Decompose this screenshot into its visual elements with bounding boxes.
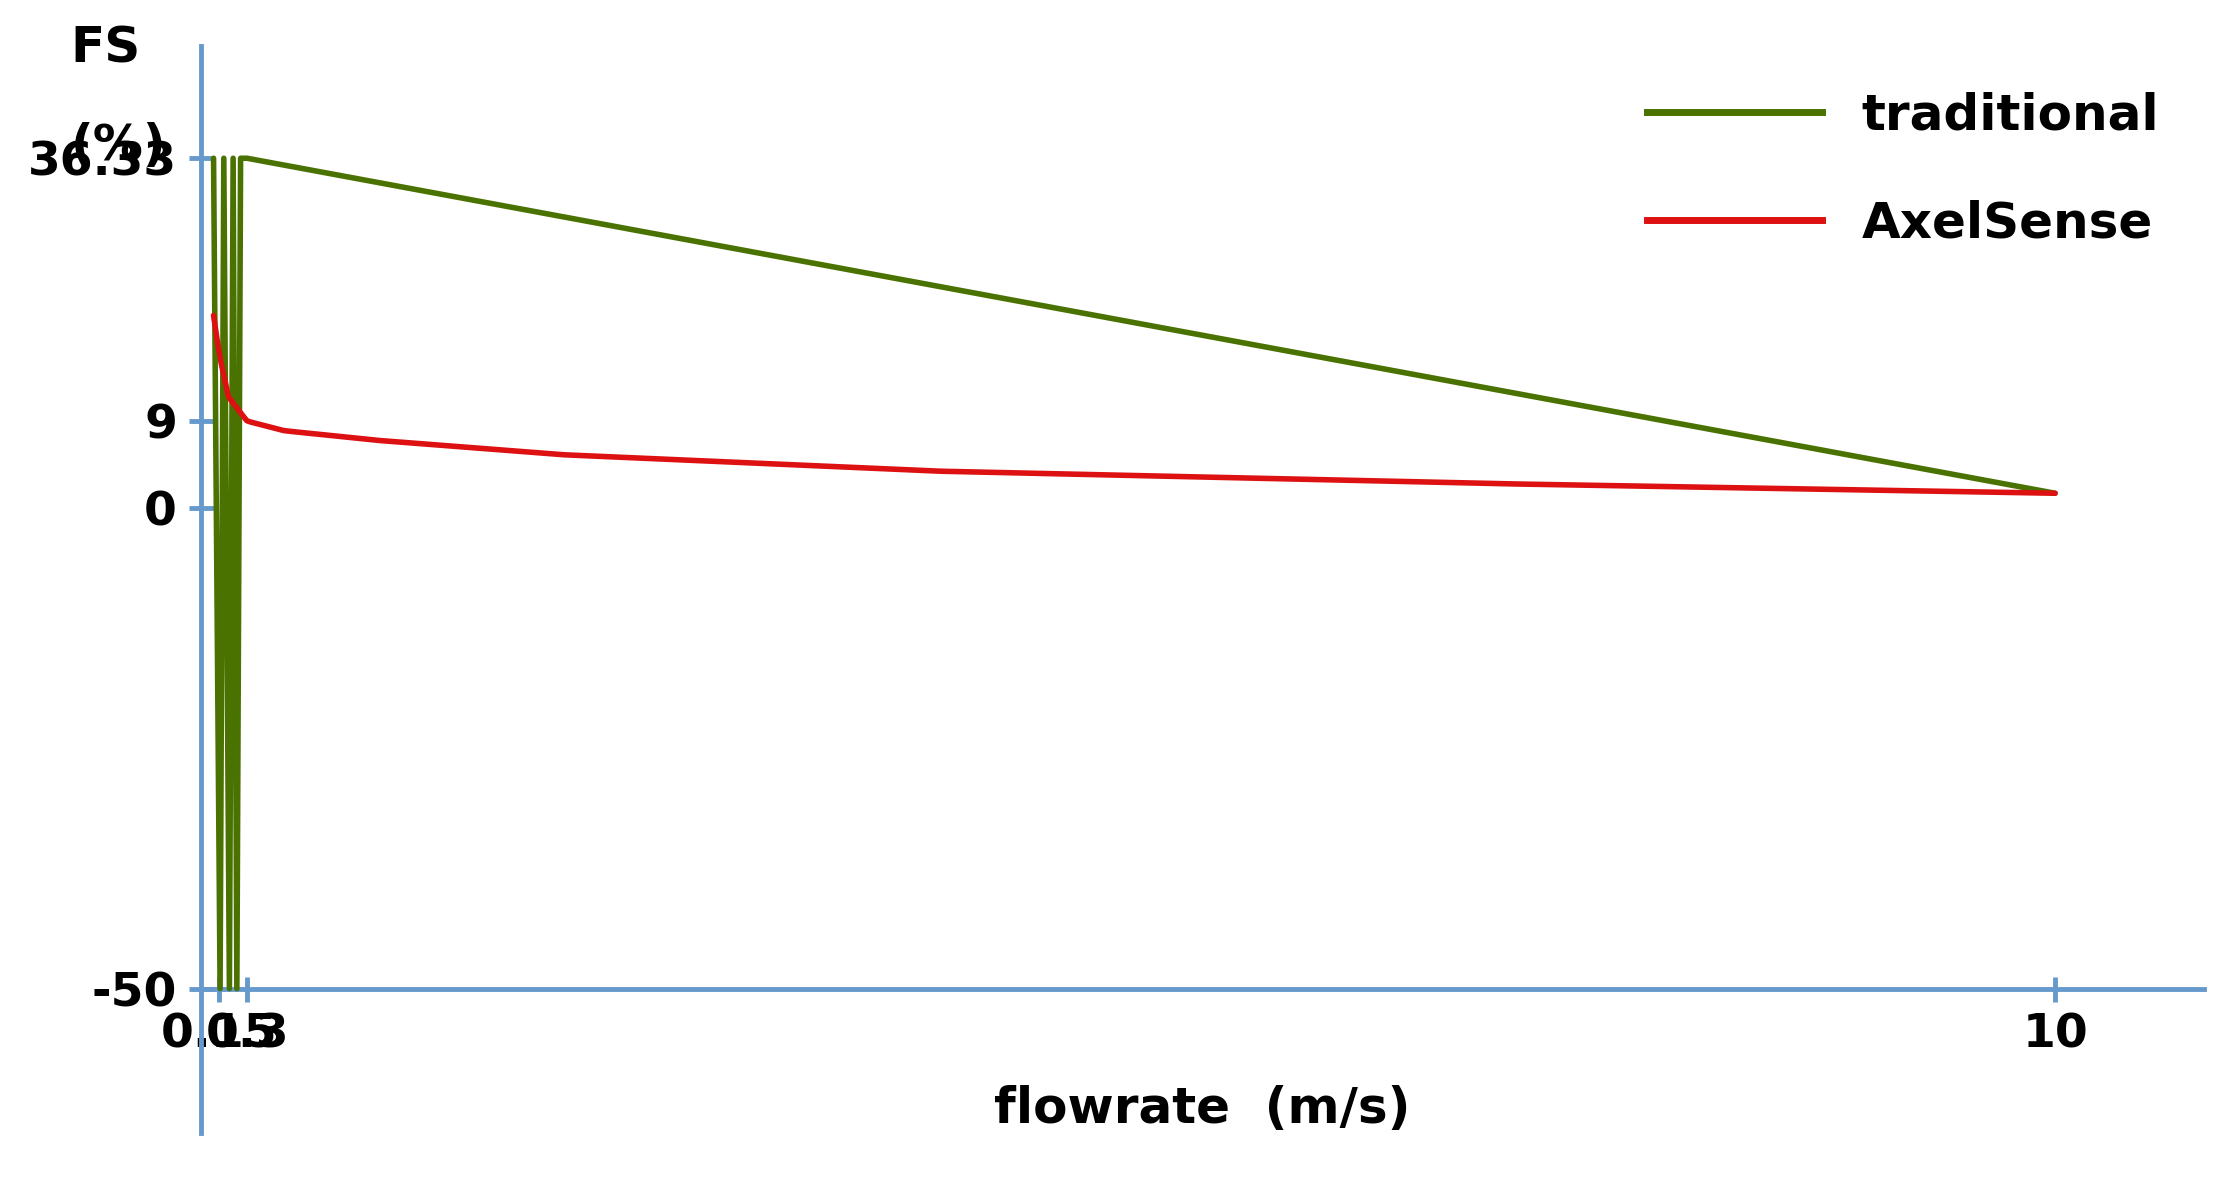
- Text: FS: FS: [69, 25, 141, 72]
- X-axis label: flowrate  (m/s): flowrate (m/s): [993, 1085, 1411, 1133]
- Legend: traditional, AxelSense: traditional, AxelSense: [1627, 71, 2178, 268]
- Text: (%): (%): [69, 122, 165, 170]
